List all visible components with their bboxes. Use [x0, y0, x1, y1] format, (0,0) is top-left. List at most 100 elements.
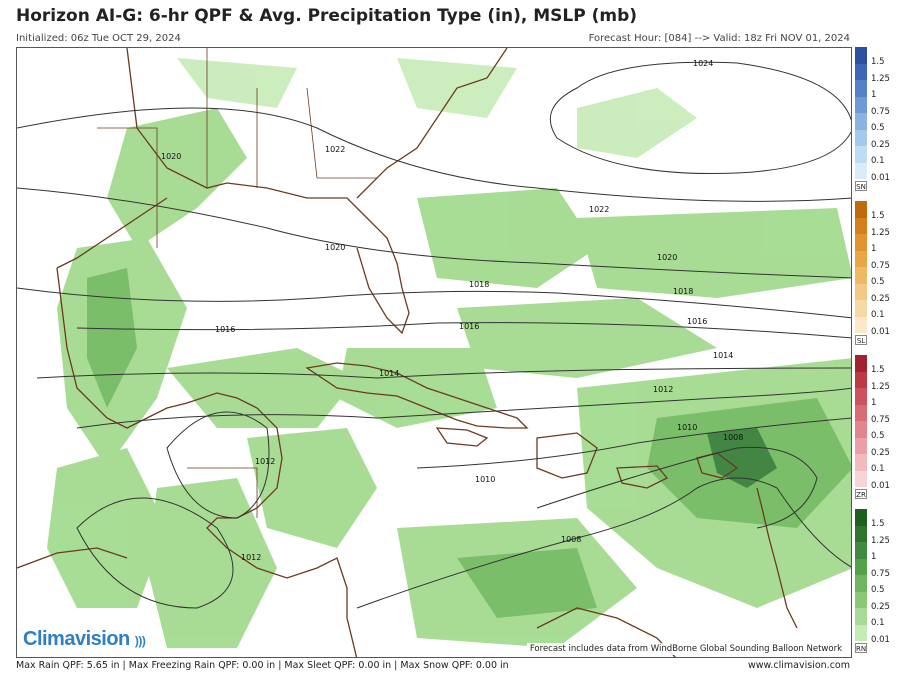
- legend-tick-label: 1.25: [871, 381, 890, 392]
- legend-swatch: [855, 283, 867, 300]
- legend-tick-label: 0.01: [871, 634, 890, 645]
- valid-time: Forecast Hour: [084] --> Valid: 18z Fri …: [588, 33, 850, 44]
- legend-tick-label: 0.01: [871, 326, 890, 337]
- legend-swatch: [855, 267, 867, 284]
- map-canvas: 1024 1022 1022 1020 1020 1020 1018 1018 …: [17, 48, 851, 657]
- legend-type-code: SN: [855, 181, 867, 191]
- climavision-logo: Climavision ))): [23, 628, 146, 650]
- legend-rain: 1.5 1.25 1 0.75 0.5 0.25 0.1 0.01 RN: [855, 509, 900, 659]
- legend-swatch: [855, 80, 867, 97]
- isobar-label: 1008: [561, 535, 581, 544]
- isobar-label: 1020: [657, 253, 677, 262]
- legend-tick-label: 0.1: [871, 310, 885, 320]
- legend-type-code: ZR: [855, 489, 867, 499]
- legend-swatch: [855, 454, 867, 471]
- isobar-label: 1010: [475, 475, 495, 484]
- isobar-label: 1016: [215, 325, 235, 334]
- legend-swatch: [855, 217, 867, 234]
- isobar-label: 1018: [673, 287, 693, 296]
- coastline-layer: [17, 48, 798, 657]
- isobar-label: 1012: [255, 457, 275, 466]
- legend-swatch: [855, 388, 867, 405]
- isobar-label: 1008: [723, 433, 743, 442]
- legend-tick-label: 0.1: [871, 156, 885, 166]
- legend-swatch: [855, 316, 867, 333]
- isobar-label: 1014: [713, 351, 733, 360]
- legend-tick-label: 1: [871, 552, 877, 562]
- legend-tick-label: 0.5: [871, 123, 885, 133]
- website-link[interactable]: www.climavision.com: [747, 660, 850, 671]
- legend-tick-label: 0.01: [871, 480, 890, 491]
- legend-colorbar: [855, 201, 867, 333]
- legend-sleet: 1.5 1.25 1 0.75 0.5 0.25 0.1 0.01 SL: [855, 201, 900, 346]
- legend-type-code: RN: [855, 643, 867, 653]
- legend-swatch: [855, 470, 867, 487]
- legend-swatch: [855, 201, 867, 218]
- max-qpf-stats: Max Rain QPF: 5.65 in | Max Freezing Rai…: [16, 660, 509, 671]
- legend-swatch: [855, 404, 867, 421]
- isobar-layer: [17, 61, 851, 609]
- legend-tick-label: 0.01: [871, 172, 890, 183]
- map-title: Horizon AI-G: 6-hr QPF & Avg. Precipitat…: [16, 6, 638, 26]
- border-layer: [97, 48, 377, 518]
- legend-tick-label: 1: [871, 398, 877, 408]
- legend-tick-label: 1.25: [871, 227, 890, 238]
- isobar-label: 1016: [687, 317, 707, 326]
- isobar-label: 1018: [469, 280, 489, 289]
- legend-swatch: [855, 129, 867, 146]
- legend-swatch: [855, 300, 867, 317]
- legend-tick-label: 0.75: [871, 568, 890, 579]
- legend-tick-label: 0.5: [871, 431, 885, 441]
- legend-tick-label: 0.25: [871, 447, 890, 458]
- legend-swatch: [855, 558, 867, 575]
- legend-tick-label: 1.5: [871, 365, 885, 375]
- isobar-label: 1022: [589, 205, 609, 214]
- legend-swatch: [855, 355, 867, 372]
- legend-swatch: [855, 624, 867, 641]
- legend-tick-label: 0.75: [871, 106, 890, 117]
- legend-tick-label: 0.5: [871, 277, 885, 287]
- legend-type-code: SL: [855, 335, 867, 345]
- data-source-note: Forecast includes data from WindBorne Gl…: [526, 643, 845, 655]
- legend-freezing-rain: 1.5 1.25 1 0.75 0.5 0.25 0.1 0.01 ZR: [855, 355, 900, 500]
- legend-swatch: [855, 525, 867, 542]
- isobar-label: 1016: [459, 322, 479, 331]
- legend-tick-label: 0.25: [871, 293, 890, 304]
- legend-tick-label: 0.1: [871, 618, 885, 628]
- legend-tick-label: 1: [871, 90, 877, 100]
- legend-tick-label: 1: [871, 244, 877, 254]
- legend-swatch: [855, 575, 867, 592]
- legend-tick-label: 1.25: [871, 535, 890, 546]
- isobar-label: 1012: [241, 553, 261, 562]
- isobar-label: 1020: [325, 243, 345, 252]
- legend-tick-label: 0.25: [871, 139, 890, 150]
- legend-colorbar: [855, 355, 867, 487]
- isobar-label: 1014: [379, 369, 399, 378]
- legend-colorbar: [855, 47, 867, 179]
- legend-swatch: [855, 608, 867, 625]
- legend-swatch: [855, 96, 867, 113]
- isobar-label: 1022: [325, 145, 345, 154]
- legend-colorbar: [855, 509, 867, 641]
- legend-swatch: [855, 47, 867, 64]
- legend-snow: 1.5 1.25 1 0.75 0.5 0.25 0.1 0.01 SN: [855, 47, 900, 192]
- legend-tick-label: 1.5: [871, 57, 885, 67]
- isobar-label: 1020: [161, 152, 181, 161]
- legend-swatch: [855, 421, 867, 438]
- legend-swatch: [855, 63, 867, 80]
- legend-tick-label: 0.75: [871, 260, 890, 271]
- legend-tick-label: 1.5: [871, 519, 885, 529]
- legend-tick-label: 0.1: [871, 464, 885, 474]
- legend-swatch: [855, 162, 867, 179]
- legend-tick-label: 0.75: [871, 414, 890, 425]
- legend-tick-label: 1.25: [871, 73, 890, 84]
- isobar-label: 1012: [653, 385, 673, 394]
- legend-swatch: [855, 250, 867, 267]
- legend-tick-label: 1.5: [871, 211, 885, 221]
- legend-swatch: [855, 234, 867, 251]
- isobar-label: 1024: [693, 59, 713, 68]
- legend-swatch: [855, 542, 867, 559]
- legend-swatch: [855, 146, 867, 163]
- init-time: Initialized: 06z Tue OCT 29, 2024: [16, 33, 181, 44]
- forecast-map[interactable]: 1024 1022 1022 1020 1020 1020 1018 1018 …: [16, 47, 852, 658]
